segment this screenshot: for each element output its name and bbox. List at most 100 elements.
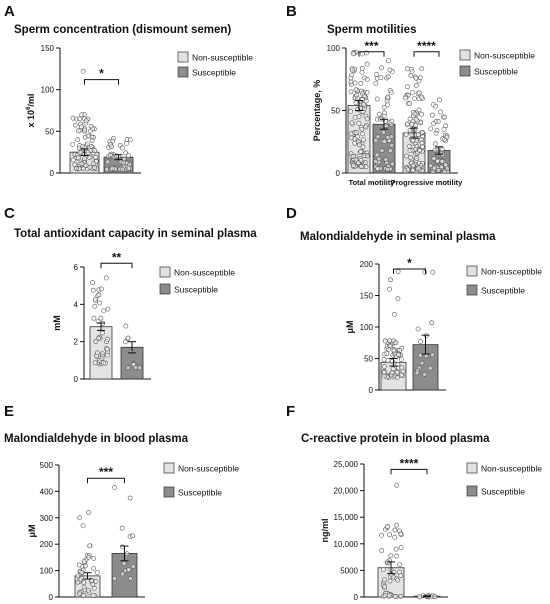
data-point <box>418 339 423 344</box>
data-point <box>354 92 360 98</box>
data-point <box>81 584 87 590</box>
data-point <box>361 101 367 107</box>
legend-swatch <box>177 51 189 63</box>
data-point <box>442 169 447 175</box>
data-point <box>416 165 422 171</box>
data-point <box>77 591 83 597</box>
data-point <box>348 79 354 85</box>
legend-swatch <box>459 49 471 61</box>
data-point <box>381 104 387 110</box>
data-point <box>124 551 130 557</box>
data-point <box>75 155 81 160</box>
data-point <box>130 564 136 569</box>
data-point <box>120 145 125 151</box>
data-point <box>404 66 410 72</box>
data-point <box>94 350 100 356</box>
significance-label: * <box>407 256 412 270</box>
data-point <box>72 122 78 128</box>
panel-letter: C <box>4 205 15 222</box>
data-point <box>86 510 91 515</box>
data-point <box>81 592 87 598</box>
data-point <box>398 594 404 599</box>
data-point <box>95 335 101 341</box>
data-point <box>120 167 126 172</box>
data-point <box>70 141 75 147</box>
panel-f: F C-reactive protein in blood plasma ng/ml… <box>286 403 542 602</box>
data-point <box>125 365 131 371</box>
data-point <box>428 163 434 169</box>
data-point <box>383 123 389 129</box>
data-point <box>382 110 387 116</box>
data-point <box>351 153 357 159</box>
data-point <box>91 556 97 561</box>
data-point <box>120 544 125 550</box>
data-point <box>429 320 435 326</box>
chart-title: Sperm concentration (dismount semen) <box>14 24 231 36</box>
data-point <box>359 126 365 132</box>
data-point <box>112 485 117 490</box>
data-point <box>351 162 357 168</box>
data-point <box>79 112 85 118</box>
data-point <box>355 160 361 166</box>
data-point <box>417 594 422 600</box>
data-point <box>387 148 393 153</box>
data-point <box>77 116 83 122</box>
y-tick-label: 2 <box>74 338 79 347</box>
legend-label: Non-susceptible <box>174 268 235 278</box>
data-point <box>407 128 413 133</box>
data-point <box>404 153 409 159</box>
data-point <box>416 107 422 113</box>
data-point <box>376 111 382 117</box>
data-point <box>361 93 367 99</box>
data-point <box>77 515 83 521</box>
data-point <box>119 525 125 531</box>
data-point <box>427 365 433 371</box>
data-point <box>82 127 88 133</box>
data-point <box>439 159 445 164</box>
data-point <box>395 269 401 274</box>
data-point <box>418 352 423 358</box>
y-tick-label: 20,000 <box>334 487 359 496</box>
data-point <box>435 158 440 164</box>
data-point <box>123 150 129 156</box>
data-point <box>393 340 399 346</box>
data-point <box>389 118 395 124</box>
data-point <box>398 573 404 579</box>
data-point <box>419 360 425 366</box>
data-point <box>387 67 393 73</box>
significance-label: *** <box>99 465 113 479</box>
data-point <box>352 136 358 142</box>
data-point <box>432 594 438 600</box>
data-point <box>92 164 97 170</box>
data-point <box>356 120 362 126</box>
data-point <box>91 565 97 571</box>
y-axis-label: mM <box>52 315 62 331</box>
data-point <box>432 147 438 153</box>
legend-label: Susceptible <box>481 487 525 497</box>
data-point <box>101 308 107 314</box>
data-point <box>348 108 353 114</box>
legend-label: Non-susceptible <box>481 267 542 277</box>
data-point <box>362 160 368 166</box>
data-point <box>104 336 110 342</box>
y-tick-label: 50 <box>364 355 373 364</box>
data-point <box>375 134 381 140</box>
x-category-label: Total motility <box>348 178 395 187</box>
y-axis-label: μM <box>27 524 37 537</box>
data-point <box>75 128 81 134</box>
significance-bracket <box>87 477 125 484</box>
data-point <box>349 67 355 73</box>
data-point <box>98 286 104 292</box>
data-point <box>107 141 113 147</box>
data-point <box>433 130 439 136</box>
data-point <box>435 168 441 173</box>
panel-b: B Sperm motilities Percentage, % 0 50 100 Tota… <box>286 3 535 187</box>
legend-label: Non-susceptible <box>178 464 239 474</box>
data-point <box>436 97 442 103</box>
data-point <box>380 567 386 573</box>
data-point <box>441 127 447 132</box>
data-point <box>90 287 96 293</box>
y-axis-label-unit: /ml <box>26 94 36 107</box>
